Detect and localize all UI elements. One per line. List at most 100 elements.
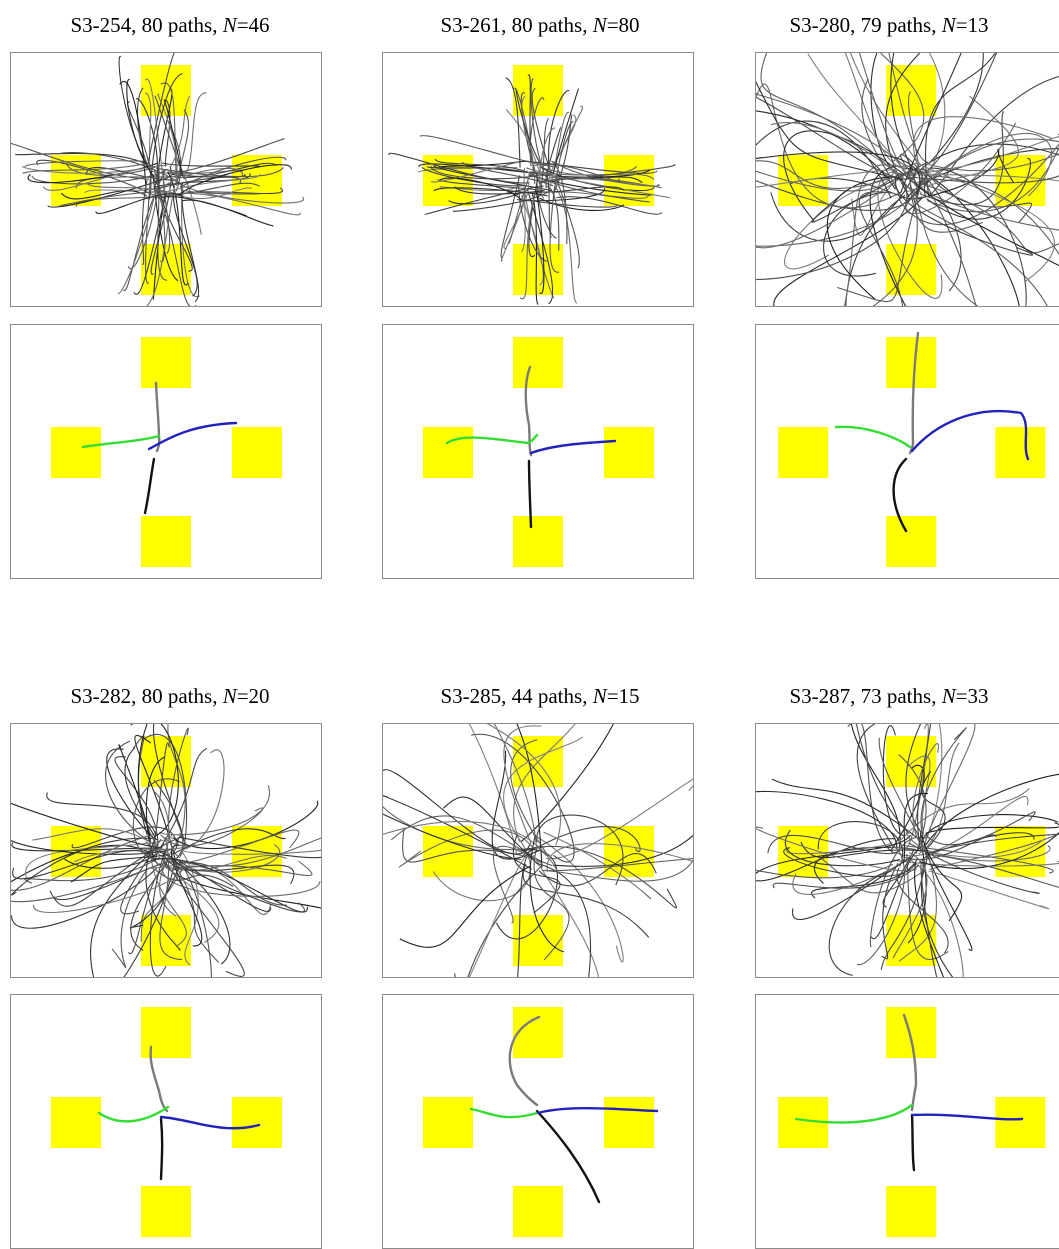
trajectory-path: [522, 826, 641, 856]
trajectory-path: [508, 170, 532, 244]
trajectory-path: [549, 185, 560, 273]
trajectory-path: [870, 53, 914, 175]
north-path: [902, 1013, 918, 1112]
trajectory-path: [928, 153, 1059, 172]
title-n-value: =33: [955, 684, 989, 708]
trajectory-path: [180, 188, 263, 195]
trajectory-path: [552, 88, 579, 175]
target-group: [423, 337, 654, 567]
path-bundle: [756, 724, 1059, 977]
trajectory-path: [529, 835, 565, 953]
trajectory-path: [182, 92, 207, 178]
trajectory-path: [546, 185, 560, 251]
target-group: [51, 337, 282, 567]
north-path: [149, 1045, 169, 1113]
target-right: [232, 1097, 282, 1148]
trajectory-path: [33, 866, 184, 913]
trajectory-path: [11, 844, 156, 883]
trajectory-path: [920, 861, 954, 977]
trajectory-path: [167, 852, 220, 963]
trajectory-path: [877, 171, 943, 299]
trajectory-path: [535, 862, 592, 977]
trajectory-path: [503, 725, 542, 845]
representative-path-group: [445, 365, 617, 529]
trajectory-path: [783, 847, 917, 878]
trajectory-path: [122, 170, 166, 291]
trajectory-path: [912, 743, 940, 852]
trajectory-path: [521, 167, 526, 253]
trajectory-path: [786, 842, 893, 855]
trajectory-path: [168, 138, 286, 173]
trajectory-path: [925, 811, 1036, 846]
trajectory-path: [556, 105, 583, 182]
trajectory-path: [546, 843, 693, 872]
trajectory-path: [905, 122, 1017, 215]
trajectory-path: [453, 864, 544, 977]
trajectory-path: [145, 92, 152, 175]
trajectory-path: [500, 175, 521, 259]
trajectory-path: [828, 870, 892, 976]
south-path: [535, 1109, 601, 1204]
trajectory-path: [126, 79, 155, 178]
trajectory-path: [60, 190, 148, 200]
south-path: [143, 457, 156, 515]
target-right: [232, 427, 282, 478]
trajectory-path: [119, 81, 147, 191]
trajectory-path: [512, 724, 576, 843]
path-bundle: [383, 724, 693, 977]
east-path: [536, 1107, 659, 1115]
representative-paths-panel: [10, 994, 322, 1249]
trajectory-path: [146, 173, 262, 200]
title-n-label: N: [592, 684, 607, 708]
trajectory-path: [426, 165, 523, 173]
trajectory-path: [538, 853, 657, 887]
trajectory-path: [53, 863, 167, 901]
trajectory-path: [847, 724, 896, 855]
trajectory-path: [906, 148, 1059, 200]
path-bundle: [388, 74, 676, 305]
trajectory-path: [532, 834, 624, 963]
trajectory-path: [789, 165, 919, 200]
west-path: [834, 425, 912, 449]
trajectory-path: [430, 165, 545, 180]
representative-paths-plot: [51, 337, 282, 567]
trajectory-path: [437, 178, 545, 192]
title-main: S3-285, 44 paths,: [440, 684, 593, 708]
trajectory-path: [756, 863, 894, 879]
target-bottom: [141, 1186, 191, 1237]
trajectory-path: [756, 120, 892, 199]
target-left: [423, 1097, 473, 1148]
trajectory-path: [503, 181, 530, 249]
title-n-label: N: [222, 13, 237, 37]
target-left: [51, 1097, 101, 1148]
trajectory-path: [42, 164, 168, 191]
trajectory-path: [452, 188, 552, 212]
title-n-label: N: [941, 13, 956, 37]
trajectory-path: [178, 861, 287, 906]
trajectory-path: [919, 831, 1059, 870]
trajectory-path: [111, 870, 147, 969]
trajectory-path: [912, 188, 979, 306]
trajectory-path: [896, 867, 949, 954]
trajectory-path: [924, 53, 996, 198]
trajectory-path: [926, 158, 1031, 220]
south-path: [910, 1113, 916, 1172]
trajectory-path: [837, 177, 924, 303]
representative-paths-panel: [755, 324, 1059, 579]
trajectory-path: [914, 862, 944, 977]
trajectory-path: [438, 160, 526, 168]
trajectory-path: [169, 96, 190, 168]
trajectory-path: [22, 163, 146, 174]
target-top: [886, 1007, 937, 1058]
trajectory-path: [536, 172, 557, 239]
trajectory-path: [180, 863, 212, 977]
title-main: S3-261, 80 paths,: [440, 13, 593, 37]
trajectory-path: [920, 727, 968, 839]
panel-title: S3-285, 44 paths, N=15: [370, 683, 710, 709]
all-paths-panel: [10, 52, 322, 307]
trajectory-path: [541, 859, 693, 882]
trajectory-path: [907, 755, 931, 840]
trajectory-path: [157, 93, 178, 183]
trajectory-path: [908, 842, 1040, 894]
trajectory-path: [924, 853, 1059, 888]
